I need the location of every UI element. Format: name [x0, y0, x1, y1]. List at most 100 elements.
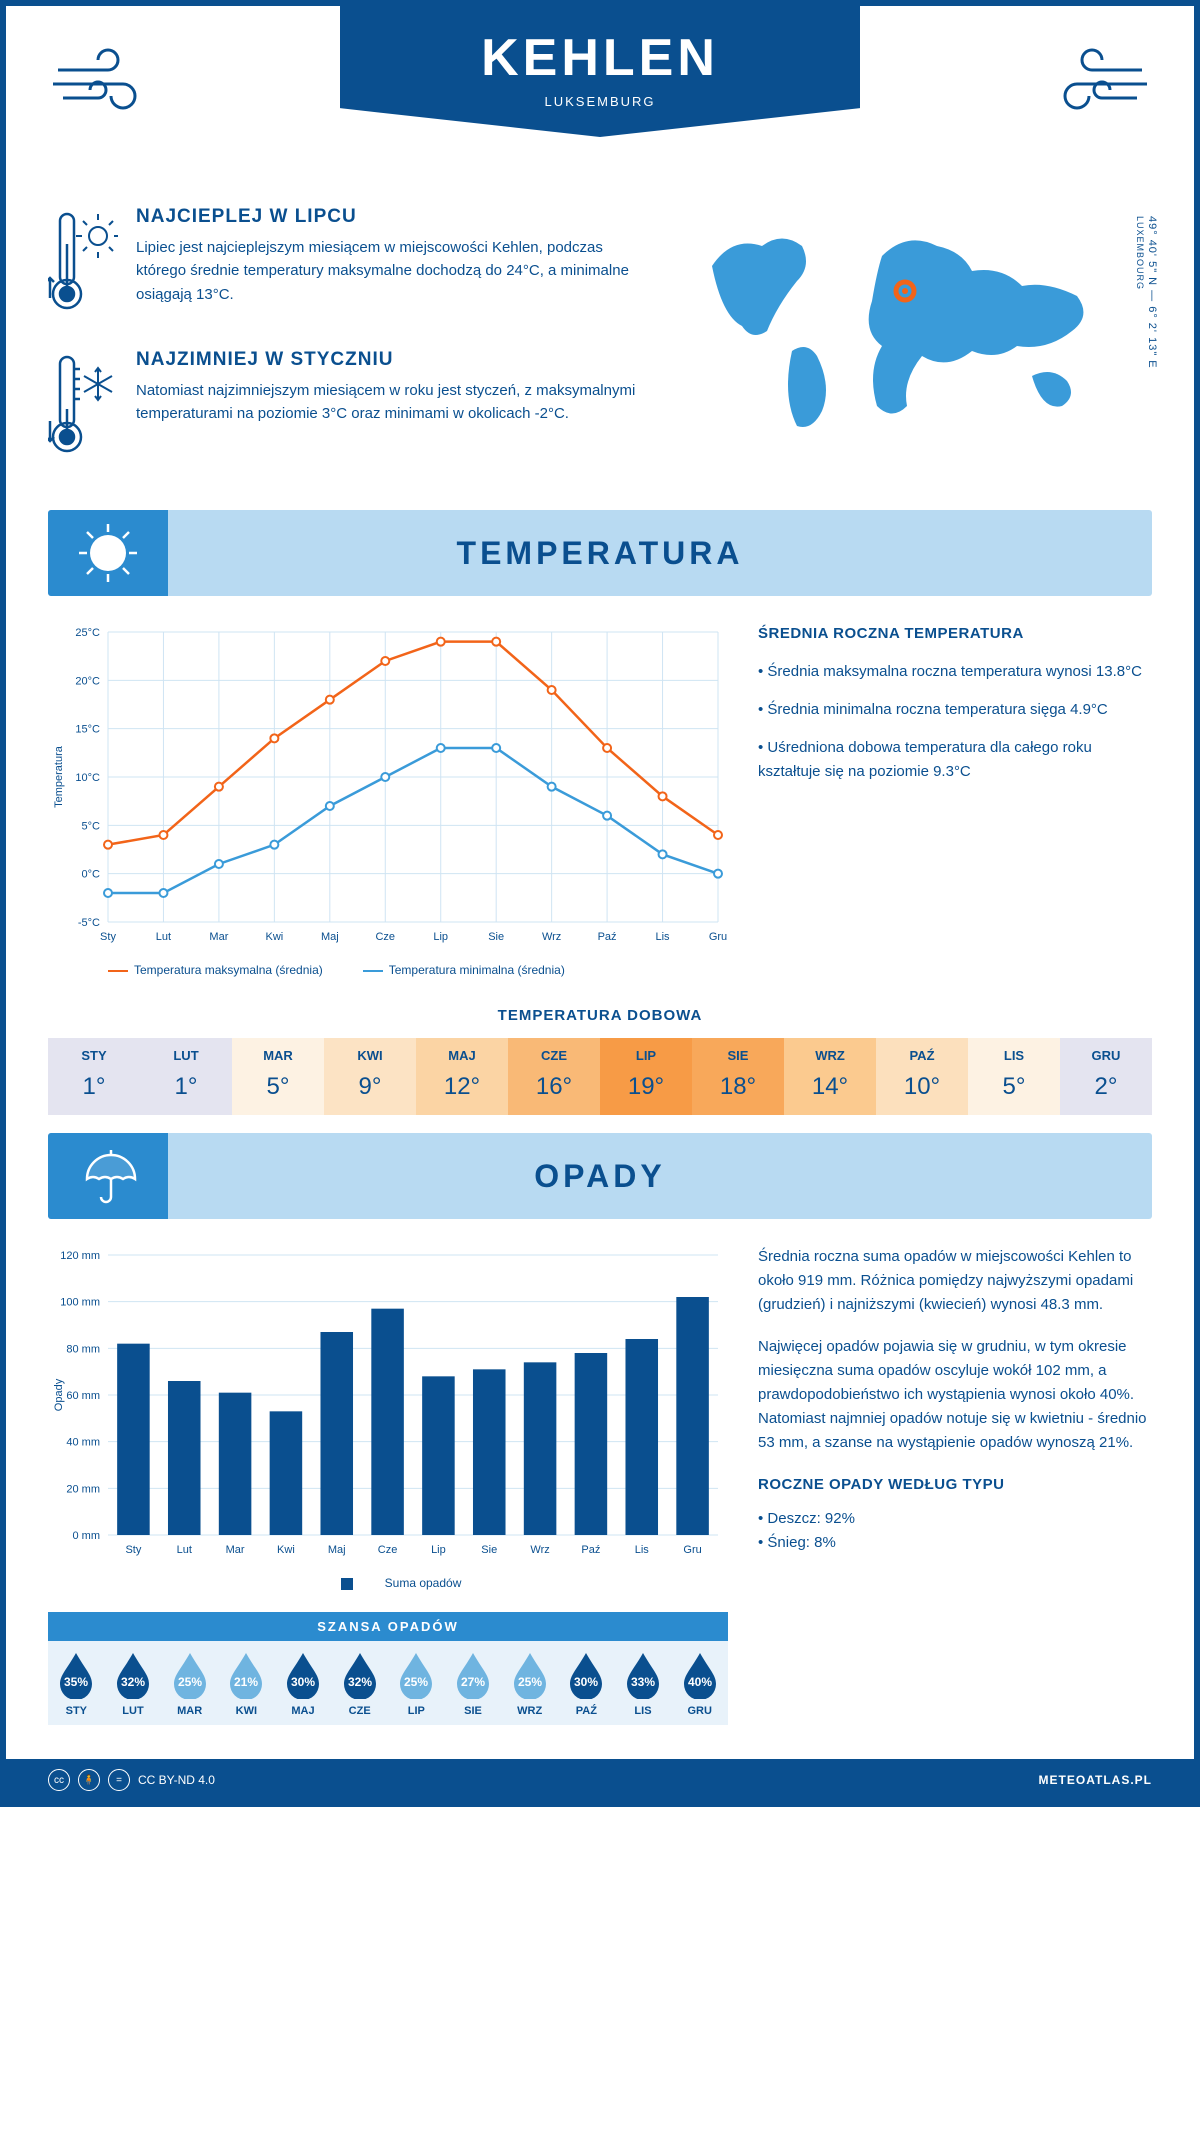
svg-text:60 mm: 60 mm	[66, 1390, 100, 1402]
svg-text:25%: 25%	[404, 1675, 428, 1689]
wind-icon	[48, 40, 168, 125]
chance-drop: 25% LIP	[388, 1651, 445, 1717]
daily-cell: SIE18°	[692, 1038, 784, 1115]
daily-cell: STY1°	[48, 1038, 140, 1115]
svg-text:35%: 35%	[64, 1675, 88, 1689]
daily-temp-title: TEMPERATURA DOBOWA	[48, 1007, 1152, 1024]
chance-drop: 32% CZE	[331, 1651, 388, 1717]
svg-text:Temperatura: Temperatura	[53, 745, 65, 808]
svg-text:Kwi: Kwi	[265, 931, 283, 943]
page-subtitle: LUKSEMBURG	[340, 94, 860, 109]
header: KEHLEN LUKSEMBURG	[6, 6, 1194, 196]
svg-text:Wrz: Wrz	[542, 931, 561, 943]
svg-text:15°C: 15°C	[75, 724, 100, 736]
svg-text:32%: 32%	[348, 1675, 372, 1689]
svg-text:80 mm: 80 mm	[66, 1343, 100, 1355]
chance-drop: 40% GRU	[671, 1651, 728, 1717]
svg-text:Sie: Sie	[488, 931, 504, 943]
chance-drop: 25% MAR	[161, 1651, 218, 1717]
svg-text:25°C: 25°C	[75, 627, 100, 639]
svg-text:Paź: Paź	[598, 931, 617, 943]
svg-text:Maj: Maj	[321, 931, 339, 943]
svg-text:Sie: Sie	[481, 1544, 497, 1556]
precip-legend-label: Suma opadów	[315, 1576, 462, 1590]
cc-icon: cc	[48, 1769, 70, 1791]
svg-text:33%: 33%	[631, 1675, 655, 1689]
fact-hot-text: Lipiec jest najcieplejszym miesiącem w m…	[136, 236, 652, 306]
svg-text:40%: 40%	[688, 1675, 712, 1689]
temperature-summary: ŚREDNIA ROCZNA TEMPERATURA • Średnia mak…	[758, 622, 1152, 977]
precip-p2: Najwięcej opadów pojawia się w grudniu, …	[758, 1335, 1152, 1455]
precip-rain: • Deszcz: 92%	[758, 1507, 1152, 1531]
daily-temp-grid: STY1° LUT1° MAR5° KWI9° MAJ12° CZE16° LI…	[48, 1038, 1152, 1115]
svg-text:0°C: 0°C	[82, 869, 101, 881]
daily-cell: MAJ12°	[416, 1038, 508, 1115]
svg-text:20°C: 20°C	[75, 675, 100, 687]
daily-cell: LUT1°	[140, 1038, 232, 1115]
daily-cell: WRZ14°	[784, 1038, 876, 1115]
wind-icon	[1032, 40, 1152, 125]
temp-summary-b1: • Średnia maksymalna roczna temperatura …	[758, 660, 1152, 684]
coord-lat: 49° 40' 5" N	[1146, 216, 1158, 286]
section-banner-temperature: TEMPERATURA	[48, 510, 1152, 596]
daily-cell: LIS5°	[968, 1038, 1060, 1115]
sun-icon	[48, 510, 168, 596]
svg-text:Gru: Gru	[683, 1544, 701, 1556]
svg-text:30%: 30%	[291, 1675, 315, 1689]
svg-text:100 mm: 100 mm	[60, 1297, 100, 1309]
chance-drop: 27% SIE	[445, 1651, 502, 1717]
fact-hottest: NAJCIEPLEJ W LIPCU Lipiec jest najcieple…	[48, 206, 652, 321]
svg-text:Maj: Maj	[328, 1544, 346, 1556]
precipitation-text: Średnia roczna suma opadów w miejscowośc…	[758, 1245, 1152, 1725]
svg-text:Cze: Cze	[378, 1544, 398, 1556]
precip-type-title: ROCZNE OPADY WEDŁUG TYPU	[758, 1473, 1152, 1497]
svg-text:Sty: Sty	[125, 1544, 141, 1556]
temperature-line-chart: -5°C0°C5°C10°C15°C20°C25°CStyLutMarKwiMa…	[48, 622, 728, 977]
intro-row: NAJCIEPLEJ W LIPCU Lipiec jest najcieple…	[48, 206, 1152, 492]
by-icon: 🧍	[78, 1769, 100, 1791]
fact-cold-title: NAJZIMNIEJ W STYCZNIU	[136, 349, 652, 371]
svg-text:Paź: Paź	[581, 1544, 600, 1556]
svg-text:Mar: Mar	[226, 1544, 245, 1556]
chance-drops-grid: 35% STY 32% LUT 25% MAR 21% KWI 30% MAJ	[48, 1641, 728, 1725]
svg-text:-5°C: -5°C	[78, 917, 100, 929]
chance-banner: SZANSA OPADÓW	[48, 1612, 728, 1641]
svg-text:Lut: Lut	[156, 931, 171, 943]
svg-text:27%: 27%	[461, 1675, 485, 1689]
svg-text:21%: 21%	[234, 1675, 258, 1689]
svg-text:5°C: 5°C	[82, 820, 101, 832]
page-title: KEHLEN	[340, 28, 860, 88]
section-title-temperature: TEMPERATURA	[457, 535, 744, 572]
nd-icon: =	[108, 1769, 130, 1791]
temp-chart-legend: Temperatura maksymalna (średnia) Tempera…	[48, 963, 728, 977]
coordinates: 49° 40' 5" N — 6° 2' 13" E LUXEMBOURG	[1134, 216, 1158, 369]
svg-text:Kwi: Kwi	[277, 1544, 295, 1556]
thermometer-hot-icon	[48, 206, 118, 321]
chance-drop: 35% STY	[48, 1651, 105, 1717]
svg-text:32%: 32%	[121, 1675, 145, 1689]
daily-cell: KWI9°	[324, 1038, 416, 1115]
precip-p1: Średnia roczna suma opadów w miejscowośc…	[758, 1245, 1152, 1317]
world-map	[682, 206, 1122, 446]
svg-text:Sty: Sty	[100, 931, 116, 943]
svg-text:Lis: Lis	[656, 931, 671, 943]
section-banner-precipitation: OPADY	[48, 1133, 1152, 1219]
precip-legend: Suma opadów	[48, 1576, 728, 1590]
svg-text:Opady: Opady	[53, 1378, 65, 1411]
temp-summary-title: ŚREDNIA ROCZNA TEMPERATURA	[758, 622, 1152, 646]
svg-text:0 mm: 0 mm	[73, 1530, 101, 1542]
site-name: METEOATLAS.PL	[1039, 1773, 1152, 1787]
title-ribbon: KEHLEN LUKSEMBURG	[340, 6, 860, 137]
svg-text:25%: 25%	[178, 1675, 202, 1689]
svg-text:Lut: Lut	[177, 1544, 192, 1556]
svg-text:10°C: 10°C	[75, 772, 100, 784]
license-text: CC BY-ND 4.0	[138, 1773, 215, 1787]
chance-drop: 25% WRZ	[501, 1651, 558, 1717]
legend-max: Temperatura maksymalna (średnia)	[108, 963, 323, 977]
daily-cell: CZE16°	[508, 1038, 600, 1115]
svg-text:Lip: Lip	[433, 931, 448, 943]
chance-drop: 33% LIS	[615, 1651, 672, 1717]
daily-cell: LIP19°	[600, 1038, 692, 1115]
section-title-precipitation: OPADY	[534, 1158, 665, 1195]
svg-text:Wrz: Wrz	[530, 1544, 549, 1556]
